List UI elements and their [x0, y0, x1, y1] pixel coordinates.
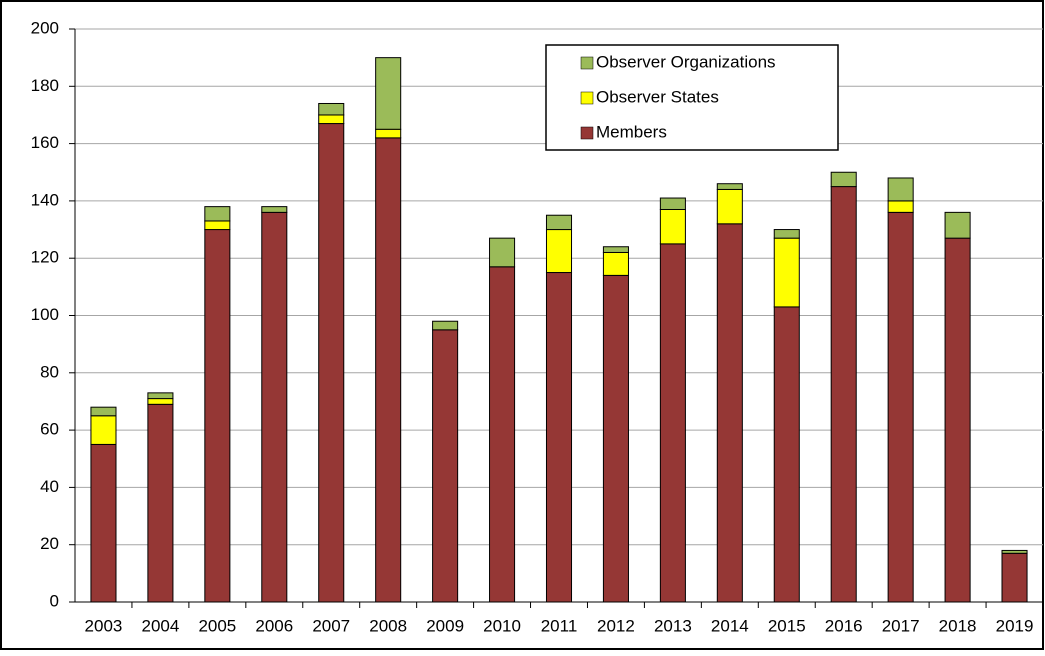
x-tick-label: 2016 — [825, 616, 863, 635]
bar-segment — [830, 171, 857, 188]
y-tick-label: 120 — [31, 248, 59, 267]
x-tick-label: 2007 — [312, 616, 350, 635]
y-tick-label: 180 — [31, 76, 59, 95]
bar-segment — [773, 237, 800, 308]
x-tick-label: 2012 — [597, 616, 635, 635]
bar-segment — [147, 392, 174, 400]
x-tick-label: 2009 — [426, 616, 464, 635]
y-tick-label: 100 — [31, 305, 59, 324]
bar-segment — [944, 237, 971, 603]
bar-segment — [261, 211, 288, 603]
bar-segment — [489, 237, 516, 268]
bar-segment — [204, 206, 231, 222]
x-tick-label: 2011 — [541, 616, 578, 635]
bar-segment — [318, 114, 345, 125]
legend-label: Observer States — [596, 87, 719, 106]
y-tick-label: 80 — [40, 362, 59, 381]
bar-segment — [147, 398, 174, 405]
legend-swatch — [580, 91, 594, 105]
bar-segment — [773, 306, 800, 603]
x-tick-label: 2014 — [711, 616, 749, 635]
bar-segment — [204, 220, 231, 231]
bar-segment — [830, 186, 857, 603]
bar-segment — [1001, 552, 1028, 603]
bar-segment — [716, 223, 743, 603]
legend-label: Observer Organizations — [596, 52, 776, 71]
bar-segment — [432, 329, 459, 603]
bar-segment — [659, 208, 686, 245]
bar-segment — [716, 183, 743, 190]
bar-segment — [602, 246, 629, 253]
bar-segment — [944, 211, 971, 239]
bar-segment — [318, 123, 345, 603]
bar-segment — [90, 406, 117, 417]
bar-segment — [716, 188, 743, 225]
x-tick-label: 2006 — [255, 616, 293, 635]
y-tick-label: 160 — [31, 133, 59, 152]
x-tick-label: 2013 — [654, 616, 692, 635]
bar-segment — [1001, 549, 1028, 554]
bar-segment — [887, 211, 914, 603]
y-tick-label: 140 — [31, 190, 59, 209]
x-tick-label: 2004 — [141, 616, 179, 635]
y-tick-label: 20 — [40, 534, 59, 553]
legend-box — [545, 44, 839, 151]
y-tick-label: 0 — [50, 591, 59, 610]
bar-segment — [545, 272, 573, 603]
bar-segment — [375, 57, 402, 130]
bar-segment — [887, 177, 914, 202]
x-tick-label: 2008 — [369, 616, 407, 635]
x-tick-label: 2005 — [198, 616, 236, 635]
bar-segment — [489, 266, 516, 603]
bar-segment — [261, 206, 288, 213]
bar-segment — [90, 415, 117, 445]
x-tick-label: 2019 — [996, 616, 1034, 635]
y-tick-label: 60 — [40, 420, 59, 439]
x-tick-label: 2017 — [882, 616, 920, 635]
bar-segment — [545, 229, 573, 274]
bar-segment — [318, 102, 345, 116]
bar-segment — [204, 229, 231, 603]
bar-segment — [659, 243, 686, 603]
bar-segment — [602, 274, 629, 603]
bar-segment — [375, 137, 402, 603]
bar-segment — [545, 214, 573, 231]
x-tick-label: 2010 — [483, 616, 521, 635]
bar-segment — [773, 229, 800, 239]
bar-segment — [602, 251, 629, 276]
y-tick-label: 40 — [40, 477, 59, 496]
legend-swatch — [580, 126, 594, 140]
bar-segment — [375, 128, 402, 139]
bar-segment — [432, 320, 459, 331]
x-tick-label: 2018 — [939, 616, 977, 635]
legend-label: Members — [596, 122, 667, 141]
bar-segment — [147, 403, 174, 603]
x-tick-label: 2003 — [85, 616, 123, 635]
y-tick-label: 200 — [31, 18, 59, 37]
x-tick-label: 2015 — [768, 616, 806, 635]
legend-swatch — [580, 56, 594, 70]
bar-segment — [90, 443, 117, 603]
bar-segment — [887, 200, 914, 213]
bar-segment — [659, 197, 686, 210]
